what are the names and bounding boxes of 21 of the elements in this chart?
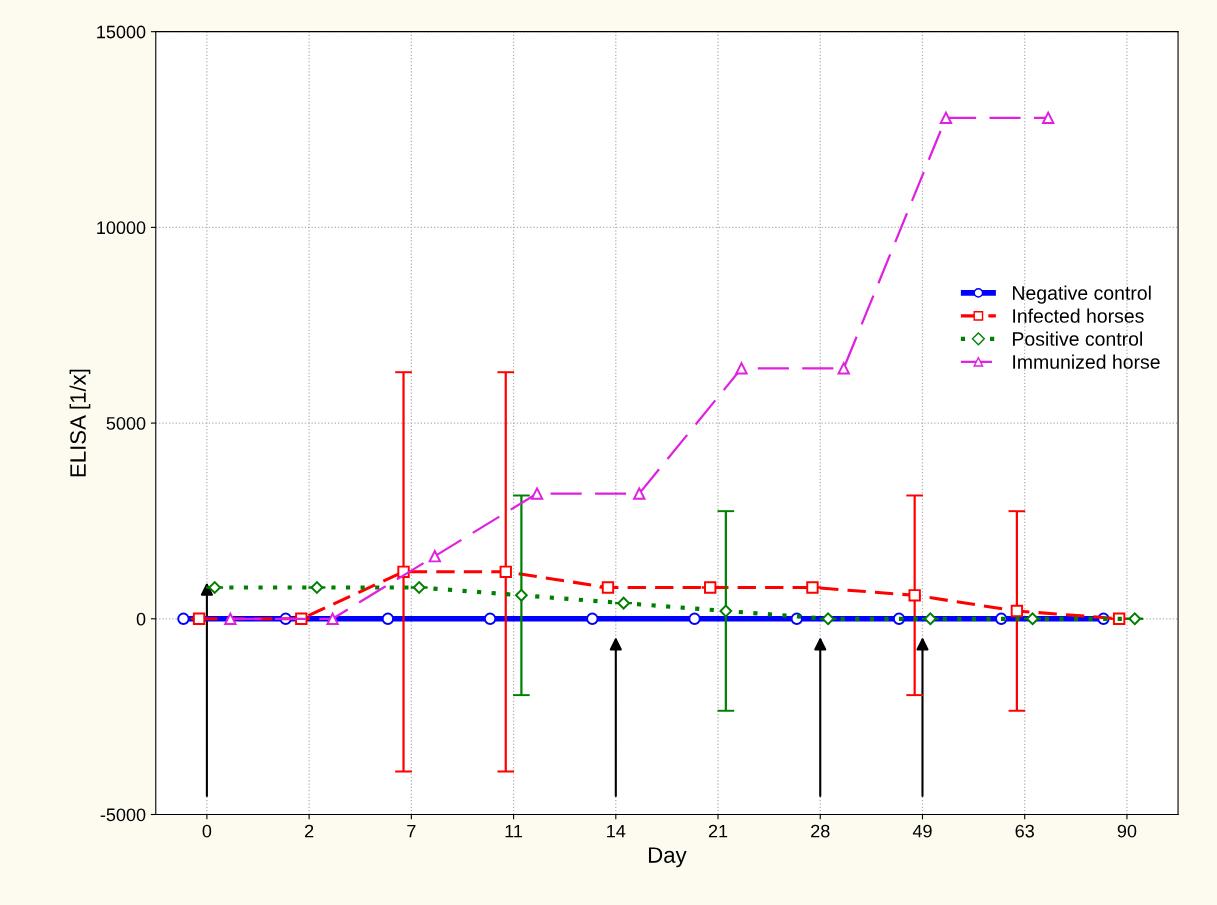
y-tick-label: 15000 (97, 25, 146, 39)
x-tick-label: 90 (1117, 824, 1137, 838)
x-axis-title: Day (648, 847, 687, 868)
legend-label: Infected horses (1013, 308, 1144, 323)
x-tick-label: 63 (1015, 824, 1034, 838)
y-tick-label: 5000 (106, 417, 146, 430)
x-tick-label: 0 (202, 824, 212, 838)
x-tick-label: 49 (912, 824, 932, 838)
x-tick-label: 11 (505, 824, 523, 838)
legend-label: Negative control (1013, 285, 1151, 304)
y-tick-label: 0 (136, 612, 146, 626)
x-tick-label: 2 (305, 824, 314, 838)
legend-label: Immunized horse (1013, 354, 1160, 369)
x-tick-label: 14 (607, 824, 626, 838)
x-tick-label: 7 (407, 824, 416, 838)
y-axis-title: ELISA [1/x] (69, 369, 91, 477)
y-tick-label: 10000 (97, 221, 146, 235)
x-tick-label: 21 (708, 824, 728, 838)
x-tick-label: 28 (811, 824, 830, 838)
legend-label: Positive control (1013, 331, 1142, 346)
y-tick-label: -5000 (100, 808, 146, 822)
